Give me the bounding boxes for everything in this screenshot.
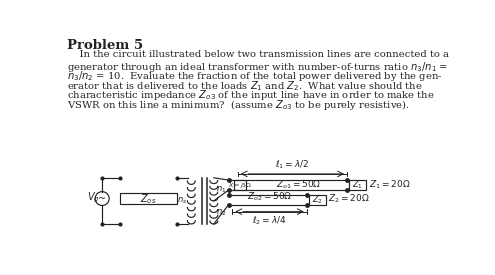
Text: $\ell_2{=}\lambda/4$: $\ell_2{=}\lambda/4$: [252, 215, 287, 227]
Text: Problem 5: Problem 5: [67, 39, 144, 52]
Text: $n_3/n_2$ = 10.  Evaluate the fraction of the total power delivered by the gen-: $n_3/n_2$ = 10. Evaluate the fraction of…: [67, 69, 443, 83]
Text: $Z_2{=}20\Omega$: $Z_2{=}20\Omega$: [329, 192, 370, 205]
Text: $X{=}j5\Omega$: $X{=}j5\Omega$: [228, 181, 252, 190]
Text: $n_2$: $n_2$: [216, 207, 227, 218]
Text: $Z_{o1}{=}50\Omega$: $Z_{o1}{=}50\Omega$: [276, 178, 321, 191]
Text: characteristic impedance $Z_{o3}$ of the input line have in order to make the: characteristic impedance $Z_{o3}$ of the…: [67, 89, 435, 103]
Text: generator through an ideal transformer with number-of-turns ratio $n_3/n_1$ =: generator through an ideal transformer w…: [67, 60, 448, 74]
Text: ~: ~: [98, 194, 106, 204]
Text: $\ell_1{=}\lambda/2$: $\ell_1{=}\lambda/2$: [276, 158, 309, 171]
Text: erator that is delivered to the loads $Z_1$ and $Z_2$.  What value should the: erator that is delivered to the loads $Z…: [67, 79, 423, 93]
Bar: [349, 180, 366, 190]
Text: $n_s$: $n_s$: [177, 196, 188, 206]
Bar: [234, 180, 247, 190]
Text: $Z_{o2}{=}50\Omega$: $Z_{o2}{=}50\Omega$: [247, 191, 292, 203]
Text: $n_1$: $n_1$: [216, 184, 227, 194]
Text: $Z_2$: $Z_2$: [312, 193, 323, 206]
Text: $V_g$: $V_g$: [87, 191, 100, 205]
Bar: [120, 193, 177, 204]
Bar: [309, 195, 326, 205]
Text: $Z_{os}$: $Z_{os}$: [140, 192, 156, 206]
Text: $Z_1$: $Z_1$: [352, 179, 363, 191]
Text: $Z_1{=}20\Omega$: $Z_1{=}20\Omega$: [369, 178, 410, 191]
Text: VSWR on this line a minimum?  (assume $Z_{o3}$ to be purely resistive).: VSWR on this line a minimum? (assume $Z_…: [67, 98, 410, 112]
Text: In the circuit illustrated below two transmission lines are connected to a: In the circuit illustrated below two tra…: [67, 50, 449, 59]
